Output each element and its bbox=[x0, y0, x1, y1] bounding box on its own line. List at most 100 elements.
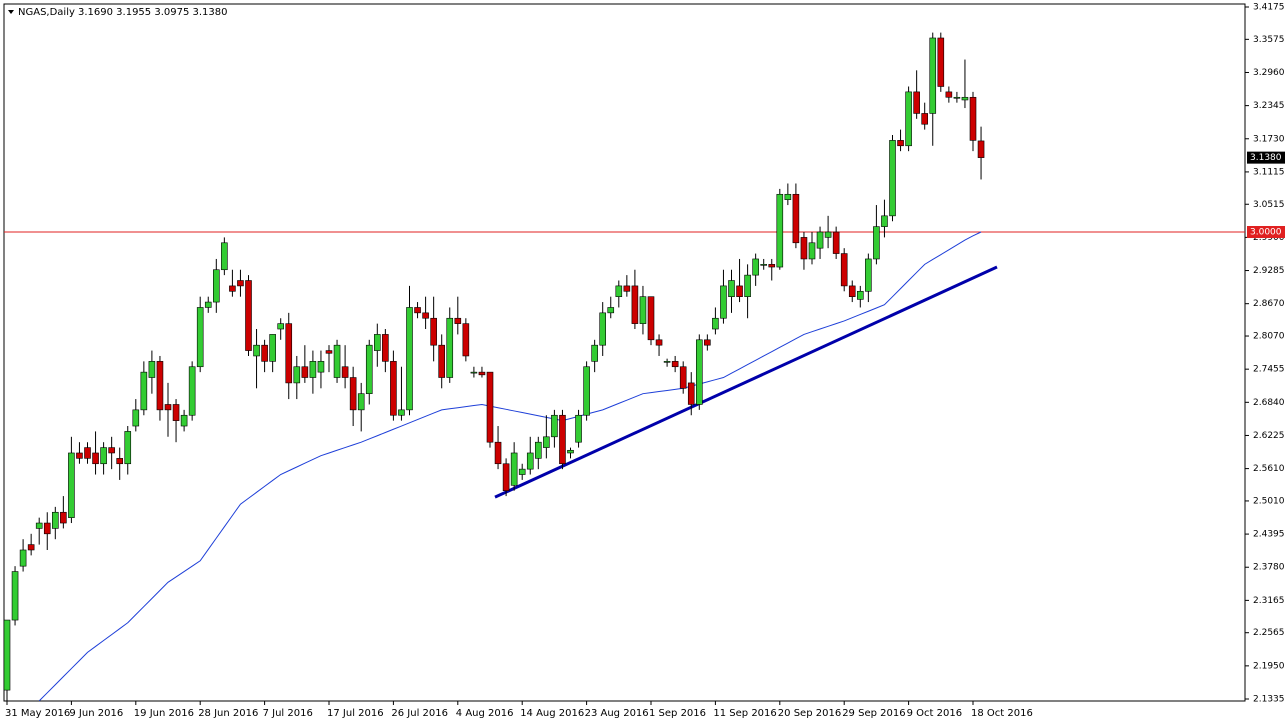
candle-body bbox=[494, 441, 502, 465]
candle-body bbox=[655, 339, 663, 346]
x-tick-label: 20 Sep 2016 bbox=[778, 708, 841, 719]
y-tick-label: 2.5610 bbox=[1253, 464, 1285, 474]
candle-body bbox=[752, 258, 759, 276]
candle-body bbox=[591, 344, 598, 362]
y-tick-label: 3.1730 bbox=[1253, 134, 1285, 144]
x-tick-label: 19 Jun 2016 bbox=[134, 708, 194, 719]
candle-body bbox=[865, 258, 872, 292]
candle-body bbox=[148, 361, 156, 378]
plot-frame bbox=[3, 3, 1246, 702]
x-tick-label: 7 Jul 2016 bbox=[263, 708, 313, 719]
candle-body bbox=[172, 404, 180, 421]
candle-body bbox=[309, 361, 317, 378]
candle-body bbox=[245, 280, 252, 351]
candle-body bbox=[486, 371, 494, 443]
moving-average-line bbox=[38, 231, 982, 702]
candle-body bbox=[977, 140, 985, 158]
candle-body bbox=[776, 193, 784, 268]
candle-body bbox=[3, 619, 11, 691]
candle-body bbox=[704, 339, 711, 346]
level-tag bbox=[1247, 226, 1285, 239]
candle-body bbox=[679, 366, 687, 389]
last-price-label: 3.1380 bbox=[1250, 153, 1282, 163]
y-tick-label: 3.0515 bbox=[1253, 200, 1285, 210]
candle-body bbox=[534, 441, 542, 459]
candle-body bbox=[671, 361, 679, 368]
y-tick-label: 2.6225 bbox=[1253, 431, 1285, 441]
candle-body bbox=[76, 452, 83, 459]
x-tick-label: 29 Sep 2016 bbox=[842, 708, 905, 719]
candle-body bbox=[116, 458, 123, 465]
candle-body bbox=[454, 317, 462, 324]
candle-body bbox=[840, 253, 848, 287]
candle-body bbox=[575, 414, 582, 443]
candle-body bbox=[229, 285, 236, 292]
candle-body bbox=[285, 323, 293, 384]
candle-body bbox=[140, 371, 148, 411]
candle-body bbox=[188, 366, 196, 416]
x-tick-label: 28 Jun 2016 bbox=[198, 708, 258, 719]
x-tick-label: 23 Aug 2016 bbox=[585, 708, 649, 719]
candle-body bbox=[317, 361, 325, 373]
candle-body bbox=[953, 96, 961, 99]
y-tick-label: 2.3165 bbox=[1253, 596, 1285, 606]
candle-body bbox=[623, 285, 631, 292]
candle-body bbox=[543, 436, 550, 448]
candle-body bbox=[382, 334, 389, 362]
candle-body bbox=[213, 269, 220, 303]
candle-body bbox=[446, 317, 454, 378]
candle-body bbox=[800, 237, 808, 260]
candle-body bbox=[108, 447, 115, 454]
candle-body bbox=[728, 280, 735, 297]
candle-body bbox=[832, 231, 840, 254]
candle-body bbox=[204, 301, 212, 308]
candle-body bbox=[84, 447, 91, 459]
candle-body bbox=[277, 323, 285, 330]
candle-body bbox=[365, 344, 373, 394]
x-tick-label: 26 Jul 2016 bbox=[391, 708, 448, 719]
candle-body bbox=[599, 312, 607, 346]
candle-body bbox=[663, 361, 671, 363]
candle-body bbox=[422, 312, 429, 319]
candle-body bbox=[583, 366, 590, 416]
candle-body bbox=[720, 285, 727, 319]
candle-body bbox=[156, 361, 164, 411]
y-tick-label: 2.5010 bbox=[1253, 496, 1285, 506]
x-tick-label: 18 Oct 2016 bbox=[971, 708, 1033, 719]
candle-body bbox=[816, 231, 824, 249]
candle-body bbox=[406, 307, 413, 411]
candle-body bbox=[808, 242, 816, 260]
candle-body bbox=[253, 344, 260, 357]
candle-body bbox=[792, 193, 800, 244]
candle-body bbox=[237, 280, 244, 287]
candle-body bbox=[687, 382, 695, 405]
candle-body bbox=[760, 264, 768, 266]
candle-body bbox=[438, 344, 446, 378]
candle-body bbox=[60, 511, 67, 524]
candle-body bbox=[768, 264, 776, 268]
candle-body bbox=[124, 431, 132, 465]
candle-body bbox=[180, 414, 188, 427]
y-tick-label: 2.6840 bbox=[1253, 398, 1285, 408]
candle-body bbox=[462, 323, 470, 357]
y-tick-label: 2.7455 bbox=[1253, 365, 1285, 375]
chart-title: NGAS,Daily bbox=[18, 7, 75, 18]
candle-body bbox=[929, 37, 937, 114]
candle-body bbox=[164, 404, 172, 411]
candle-body bbox=[921, 113, 929, 125]
candle-body bbox=[35, 522, 43, 529]
candle-body bbox=[631, 285, 639, 324]
y-tick-label: 3.1115 bbox=[1253, 167, 1285, 177]
x-tick-label: 9 Oct 2016 bbox=[907, 708, 962, 719]
candle-body bbox=[390, 361, 397, 416]
last-price-tag bbox=[1247, 151, 1285, 164]
candle-body bbox=[341, 366, 349, 378]
candle-body bbox=[132, 409, 140, 427]
candle-body bbox=[68, 452, 75, 518]
candle-body bbox=[881, 215, 888, 227]
y-tick-label: 2.3780 bbox=[1253, 563, 1285, 573]
candle-body bbox=[615, 285, 623, 297]
last-bar-values: 3.1690 3.1955 3.0975 3.1380 bbox=[78, 7, 228, 18]
candle-body bbox=[478, 371, 486, 376]
